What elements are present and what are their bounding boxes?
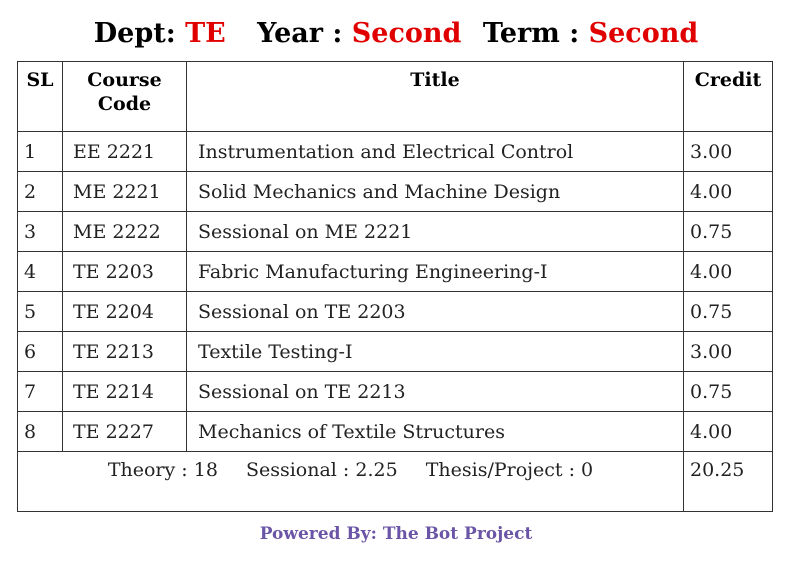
cell-credit: 4.00 — [683, 411, 773, 452]
column-header-sl: SL — [17, 61, 63, 132]
cell-course-code: TE 2227 — [62, 411, 187, 452]
cell-sl: 2 — [17, 171, 63, 212]
cell-credit: 3.00 — [683, 331, 773, 372]
cell-sl: 1 — [17, 131, 63, 172]
summary-theory: Theory : 18 — [107, 459, 218, 481]
course-table: SL Course Code Title Credit 1 EE 2221 In… — [17, 61, 773, 512]
cell-sl: 8 — [17, 411, 63, 452]
table-row: 8 TE 2227 Mechanics of Textile Structure… — [17, 411, 773, 452]
cell-title: Textile Testing-I — [186, 331, 684, 372]
cell-title: Sessional on TE 2203 — [186, 291, 684, 332]
cell-title: Solid Mechanics and Machine Design — [186, 171, 684, 212]
cell-sl: 6 — [17, 331, 63, 372]
dept-label: Dept: — [93, 18, 176, 49]
summary-thesis: Thesis/Project : 0 — [425, 459, 594, 481]
cell-credit: 0.75 — [683, 371, 773, 412]
cell-credit: 0.75 — [683, 291, 773, 332]
table-row: 4 TE 2203 Fabric Manufacturing Engineeri… — [17, 251, 773, 292]
cell-course-code: TE 2214 — [62, 371, 187, 412]
year-value: Second — [351, 18, 462, 49]
summary-total-credit: 20.25 — [683, 451, 773, 512]
cell-title: Fabric Manufacturing Engineering-I — [186, 251, 684, 292]
cell-title: Sessional on TE 2213 — [186, 371, 684, 412]
summary-sessional: Sessional : 2.25 — [245, 459, 398, 481]
dept-value: TE — [185, 18, 226, 49]
cell-sl: 4 — [17, 251, 63, 292]
cell-sl: 3 — [17, 211, 63, 252]
cell-course-code: ME 2221 — [62, 171, 187, 212]
table-row: 7 TE 2214 Sessional on TE 2213 0.75 — [17, 371, 773, 412]
column-header-course-code-text: Course Code — [87, 69, 162, 115]
cell-course-code: ME 2222 — [62, 211, 187, 252]
cell-course-code: TE 2204 — [62, 291, 187, 332]
table-row: 6 TE 2213 Textile Testing-I 3.00 — [17, 331, 773, 372]
column-header-credit: Credit — [683, 61, 773, 132]
summary-breakdown: Theory : 18 Sessional : 2.25 Thesis/Proj… — [17, 451, 684, 512]
table-row: 2 ME 2221 Solid Mechanics and Machine De… — [17, 171, 773, 212]
term-label: Term : — [482, 18, 580, 49]
cell-sl: 5 — [17, 291, 63, 332]
cell-credit: 4.00 — [683, 251, 773, 292]
powered-by-footer: Powered By: The Bot Project — [259, 524, 533, 544]
table-row: 1 EE 2221 Instrumentation and Electrical… — [17, 131, 773, 172]
summary-row: Theory : 18 Sessional : 2.25 Thesis/Proj… — [17, 451, 773, 512]
cell-credit: 4.00 — [683, 171, 773, 212]
cell-credit: 3.00 — [683, 131, 773, 172]
cell-title: Mechanics of Textile Structures — [186, 411, 684, 452]
column-header-title: Title — [186, 61, 684, 132]
table-row: 5 TE 2204 Sessional on TE 2203 0.75 — [17, 291, 773, 332]
table-header-row: SL Course Code Title Credit — [17, 61, 773, 132]
page-header: Dept: TE Year : Second Term : Second — [0, 18, 792, 49]
table-row: 3 ME 2222 Sessional on ME 2221 0.75 — [17, 211, 773, 252]
column-header-course-code: Course Code — [62, 61, 187, 132]
cell-course-code: EE 2221 — [62, 131, 187, 172]
cell-course-code: TE 2203 — [62, 251, 187, 292]
cell-title: Instrumentation and Electrical Control — [186, 131, 684, 172]
cell-title: Sessional on ME 2221 — [186, 211, 684, 252]
cell-course-code: TE 2213 — [62, 331, 187, 372]
year-label: Year : — [257, 18, 343, 49]
cell-credit: 0.75 — [683, 211, 773, 252]
cell-sl: 7 — [17, 371, 63, 412]
term-value: Second — [588, 18, 699, 49]
